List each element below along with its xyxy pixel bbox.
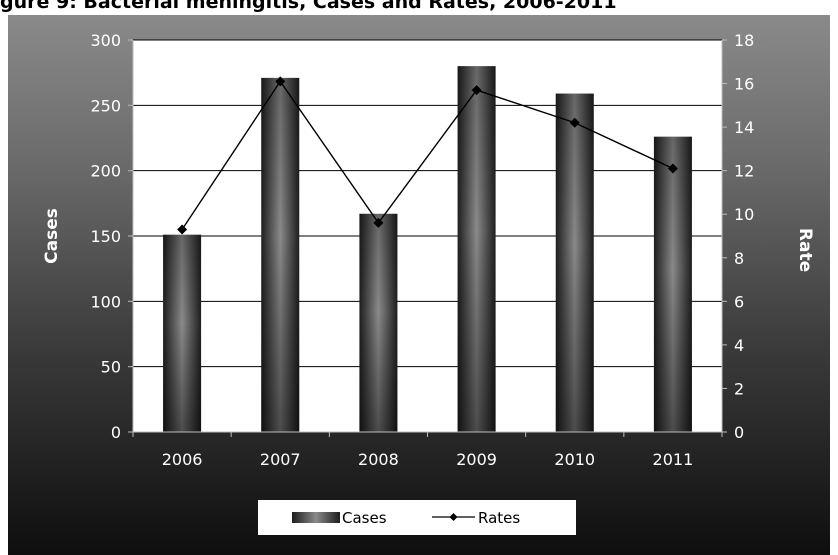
y2-tick-label: 8 (734, 249, 744, 268)
bar-cases-shade (457, 66, 496, 432)
x-tick-label: 2007 (260, 450, 301, 469)
x-tick-label: 2009 (456, 450, 497, 469)
chart-title: gure 9: Bacterial meningitis, Cases and … (0, 0, 617, 13)
point-rates-2009 (471, 85, 482, 96)
legend: Cases Rates (258, 500, 576, 535)
y2-tick-label: 6 (734, 292, 744, 311)
chart-area: 0 50 100 150 200 250 300 0 2 4 6 8 10 12 14 16 18 2006 200… (8, 15, 830, 555)
y-axis-title: Cases (42, 208, 62, 264)
y-tick-label: 100 (90, 292, 121, 311)
tick-labels: 0 50 100 150 200 250 300 0 2 4 6 8 10 12 14 16 18 2006 200… (90, 31, 754, 469)
legend-rates-marker (449, 513, 458, 521)
y-tick-label: 150 (90, 227, 121, 246)
legend-rates-label: Rates (478, 509, 520, 527)
y2-tick-label: 2 (734, 379, 744, 398)
axes (128, 39, 727, 437)
x-tick-label: 2006 (162, 450, 203, 469)
x-tick-label: 2011 (653, 450, 694, 469)
x-tick-label: 2010 (554, 450, 595, 469)
point-rates-2008 (373, 217, 384, 228)
y2-tick-label: 10 (734, 205, 754, 224)
y-tick-label: 300 (90, 31, 121, 50)
line-rates-path (181, 80, 674, 230)
point-rates-2006 (177, 224, 188, 235)
bar-cases-shade (261, 77, 300, 432)
point-rates-2010 (569, 117, 580, 128)
bar-cases-shade (653, 136, 692, 432)
y-tick-label: 0 (111, 423, 121, 442)
y2-tick-label: 14 (734, 118, 754, 137)
bar-cases-shade (163, 234, 202, 432)
gridlines (133, 39, 722, 368)
y2-axis-title: Rate (795, 228, 815, 272)
legend-cases-swatch (292, 512, 340, 523)
bar-cases-shade (555, 93, 594, 432)
y2-tick-label: 16 (734, 75, 754, 94)
y2-tick-label: 12 (734, 162, 754, 181)
bars-cases (163, 66, 692, 432)
y-tick-label: 50 (101, 358, 121, 377)
bar-cases-shade (359, 213, 398, 432)
chart-svg: 0 50 100 150 200 250 300 0 2 4 6 8 10 12 14 16 18 2006 200… (42, 31, 815, 535)
y2-tick-label: 4 (734, 336, 744, 355)
y-tick-label: 250 (90, 96, 121, 115)
y2-tick-label: 18 (734, 31, 754, 50)
line-rates (177, 76, 678, 235)
y-tick-label: 200 (90, 162, 121, 181)
point-rates-2011 (667, 163, 678, 174)
y2-tick-label: 0 (734, 423, 744, 442)
point-rates-2007 (275, 76, 286, 87)
legend-cases-label: Cases (342, 509, 387, 527)
x-tick-label: 2008 (358, 450, 399, 469)
